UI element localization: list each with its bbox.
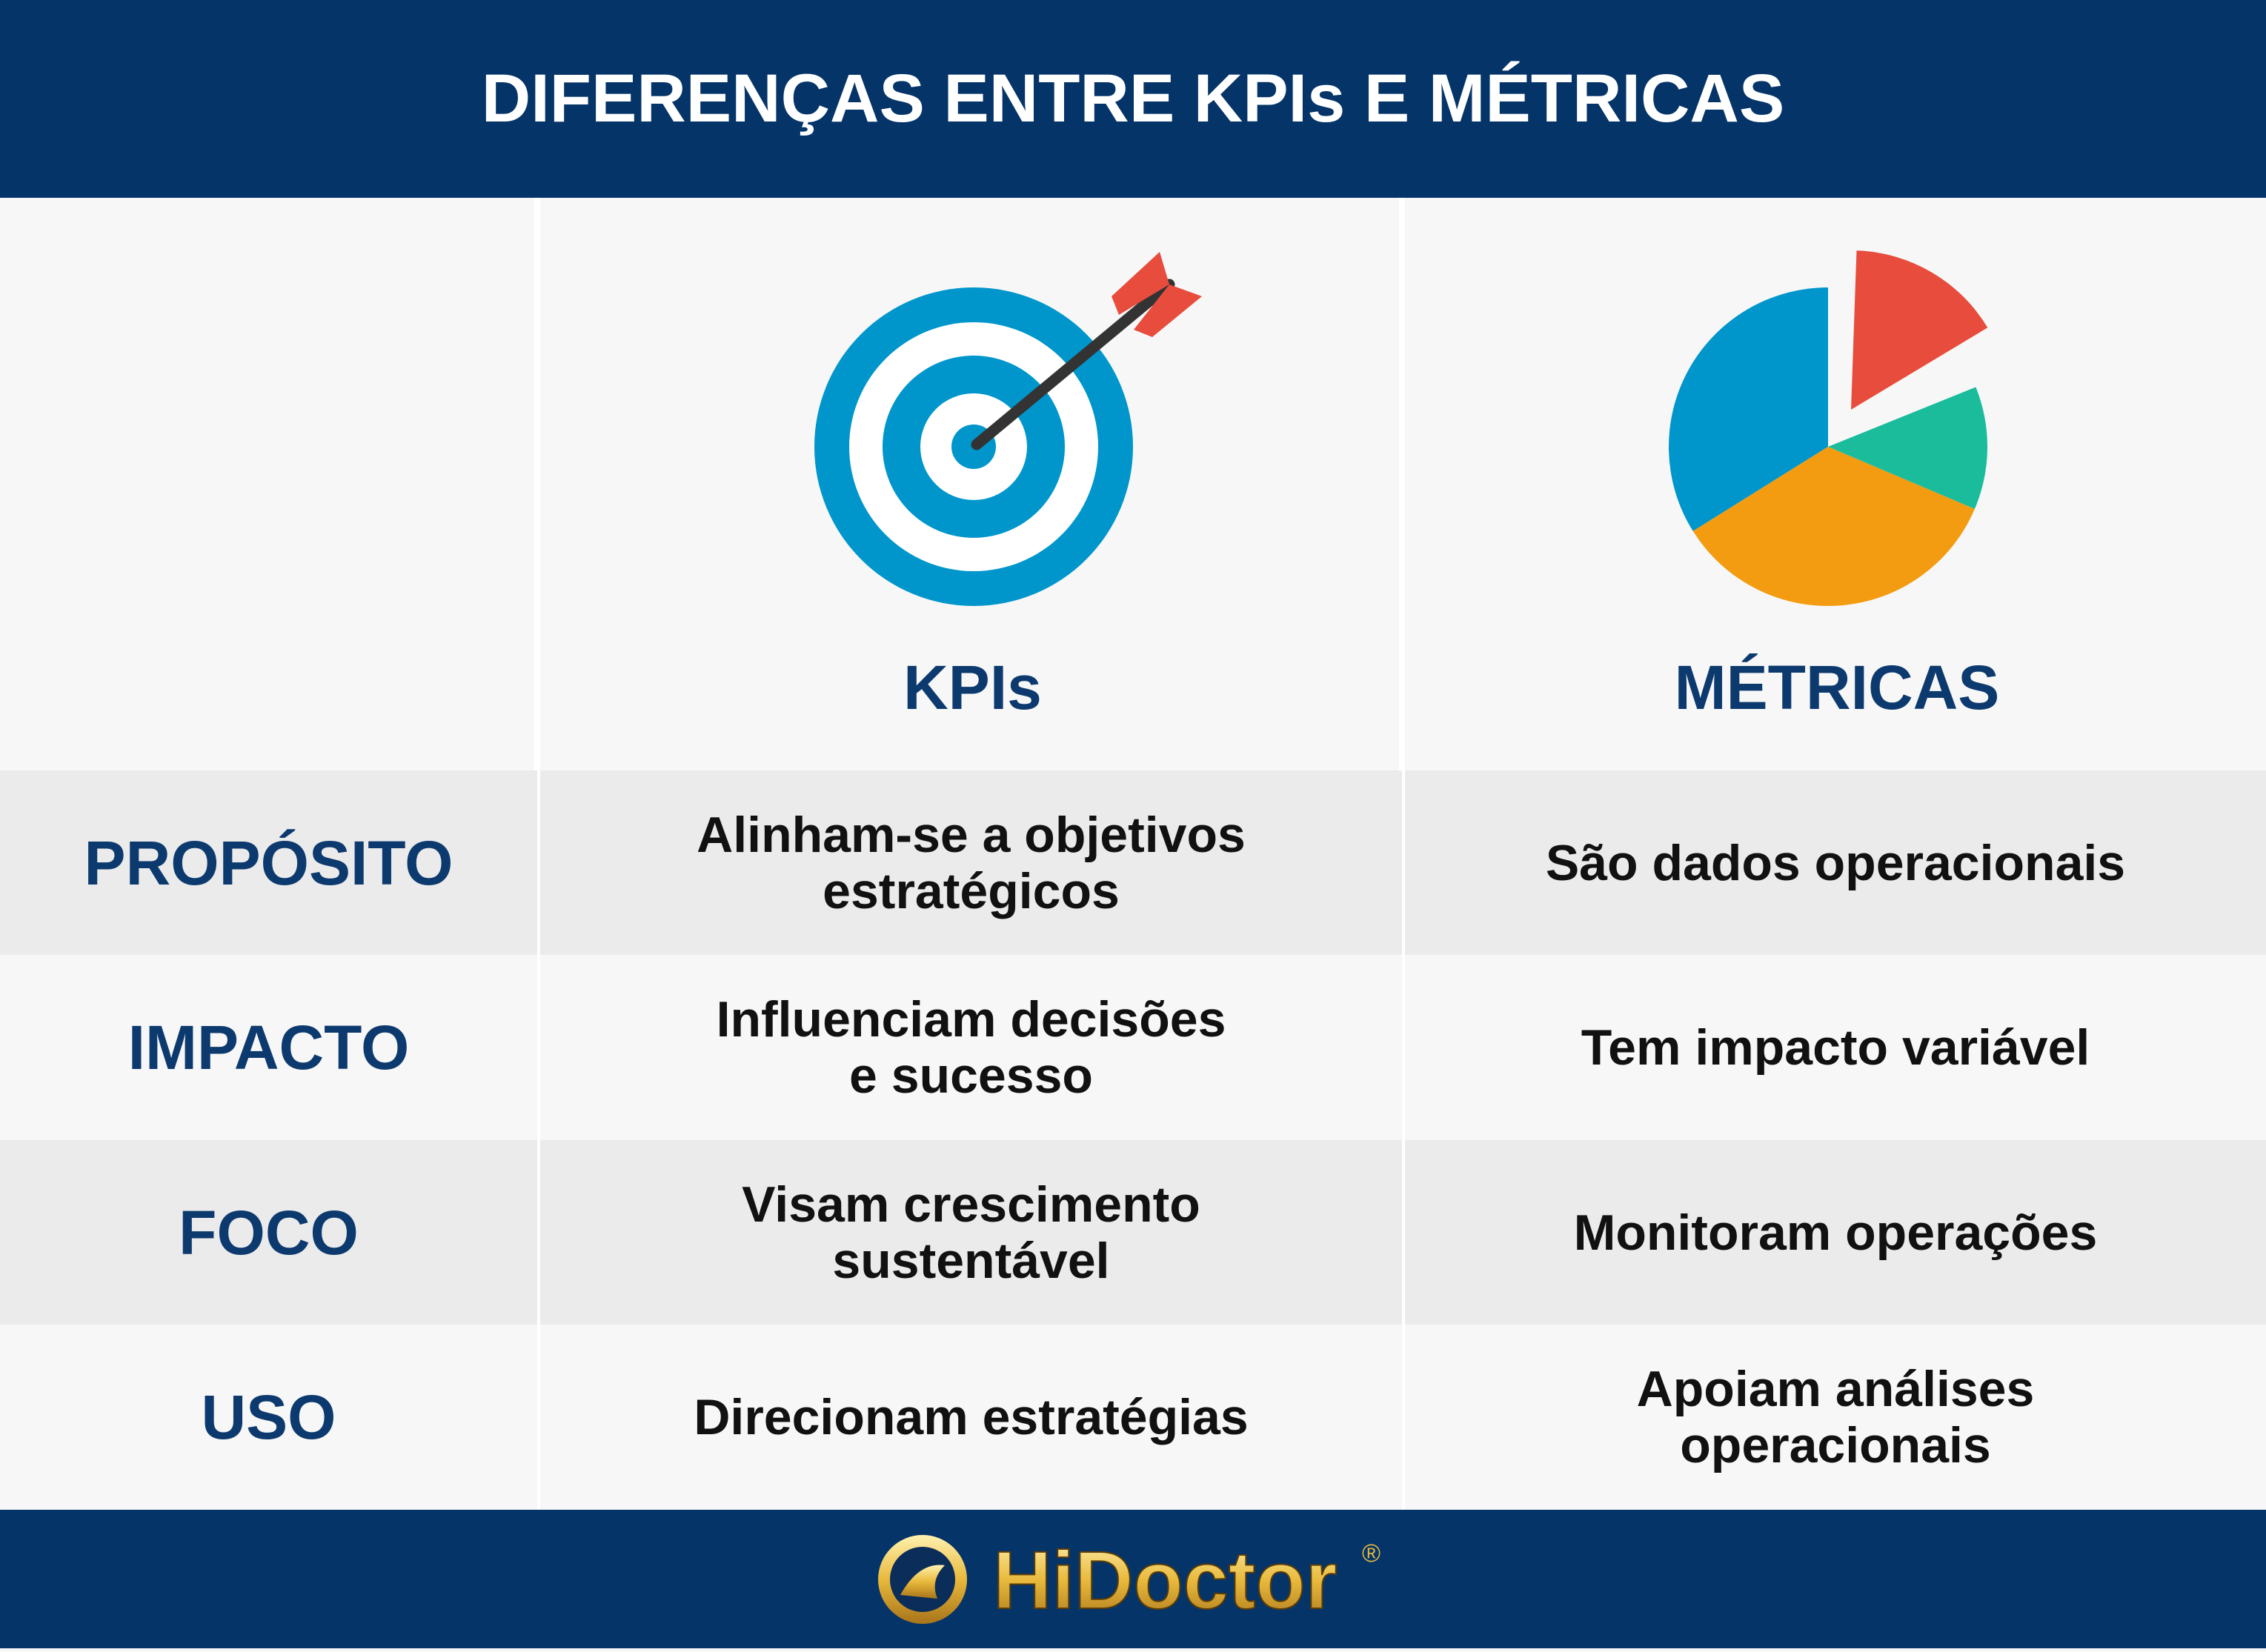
- pie-slice: [1851, 250, 1988, 410]
- cell-text: Monitoram operações: [1573, 1204, 2098, 1261]
- header: DIFERENÇAS ENTRE KPIs E MÉTRICAS: [0, 0, 2266, 198]
- cell: Tem impacto variável: [1405, 955, 2266, 1140]
- logo: HiDoctor ®: [878, 1534, 1380, 1627]
- cell-text: estratégicos: [823, 863, 1120, 919]
- pie-slice: [1828, 387, 1987, 510]
- title: DIFERENÇAS ENTRE KPIs E MÉTRICAS: [481, 61, 1785, 136]
- cell: Apoiam análises operacionais: [1405, 1325, 2266, 1510]
- cell-text: São dados operacionais: [1545, 834, 2126, 891]
- brand: HiDoctor: [993, 1535, 1337, 1626]
- registered-mark: ®: [1362, 1539, 1380, 1568]
- row-label: FOCO: [0, 1140, 537, 1325]
- cell-text: Apoiam análises: [1636, 1360, 2035, 1417]
- cell: Influenciam decisões e sucesso: [540, 955, 1402, 1140]
- cell-text: Visam crescimento: [742, 1176, 1200, 1233]
- cell-text: Influenciam decisões: [716, 990, 1226, 1048]
- cell-text: Direcionam estratégias: [694, 1388, 1249, 1445]
- column-header: MÉTRICAS: [1674, 653, 2000, 722]
- column-header: KPIs: [903, 653, 1042, 722]
- cell-text: e sucesso: [849, 1048, 1093, 1104]
- footer: HiDoctor ®: [0, 1510, 2266, 1648]
- cell: São dados operacionais: [1405, 770, 2266, 956]
- cell-text: Alinham-se a objetivos: [697, 806, 1246, 863]
- pie-slice: [1692, 447, 1975, 606]
- cell-text: Tem impacto variável: [1581, 1019, 2090, 1076]
- arrow-shaft: [971, 279, 1175, 450]
- row-label: IMPACTO: [0, 955, 537, 1140]
- divider: [534, 198, 540, 1510]
- arrow-feather: [1112, 252, 1169, 315]
- cell: Direcionam estratégias: [540, 1325, 1402, 1510]
- icons: [814, 250, 1988, 606]
- cell-text: operacionais: [1680, 1417, 1991, 1473]
- cell: Monitoram operações: [1405, 1140, 2266, 1325]
- arrow-feather: [1134, 284, 1202, 337]
- pie-slice: [1669, 287, 1828, 531]
- cell: Alinham-se a objetivos estratégicos: [540, 770, 1402, 956]
- logo-icon: [900, 1565, 945, 1599]
- cell-text: sustentável: [832, 1233, 1110, 1289]
- cell: Visam crescimento sustentável: [540, 1140, 1402, 1325]
- row-label: PROPÓSITO: [0, 770, 537, 956]
- row-label: USO: [0, 1325, 537, 1510]
- divider: [1399, 198, 1405, 1510]
